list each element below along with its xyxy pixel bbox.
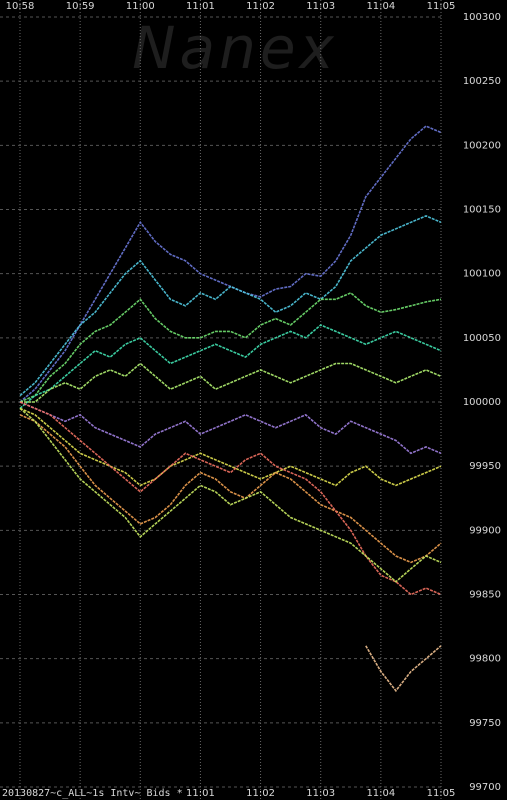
x-tick-label: 11:02 <box>246 788 275 799</box>
x-tick-label: 11:05 <box>427 1 456 12</box>
y-tick-label: 100200 <box>463 140 501 151</box>
y-tick-label: 100300 <box>463 12 501 23</box>
watermark: Nanex <box>132 14 338 82</box>
y-tick-label: 99900 <box>469 525 501 536</box>
x-tick-label: 11:03 <box>306 1 335 12</box>
y-tick-label: 99950 <box>469 461 501 472</box>
series-line <box>365 645 442 693</box>
series-line <box>19 324 442 410</box>
series-line <box>19 414 442 564</box>
x-tick-label: 10:59 <box>66 1 95 12</box>
y-tick-label: 99800 <box>469 654 501 665</box>
x-tick-label: 11:01 <box>186 1 215 12</box>
x-tick-label: 11:04 <box>366 788 395 799</box>
x-tick-label: 11:01 <box>186 788 215 799</box>
y-tick-label: 99700 <box>469 782 501 793</box>
y-tick-label: 99750 <box>469 718 501 729</box>
y-tick-label: 100250 <box>463 76 501 87</box>
x-tick-label: 10:58 <box>6 1 35 12</box>
y-tick-label: 100050 <box>463 333 501 344</box>
x-tick-label: 11:02 <box>246 1 275 12</box>
y-tick-label: 100100 <box>463 269 501 280</box>
x-tick-label: 11:04 <box>366 1 395 12</box>
series-line <box>19 215 442 397</box>
series-line <box>19 407 442 583</box>
series-line <box>19 401 442 455</box>
x-tick-label: 11:03 <box>306 788 335 799</box>
series-line <box>19 407 442 487</box>
series-line <box>19 401 442 596</box>
footer: 20130827~c_ALL~1s Intv~ Bids * <box>2 788 183 799</box>
x-tick-label: 11:00 <box>126 1 155 12</box>
x-tick-label: 11:05 <box>427 788 456 799</box>
series-line <box>20 362 442 403</box>
series-line <box>19 291 442 403</box>
y-tick-label: 100150 <box>463 205 501 216</box>
y-tick-label: 100000 <box>463 397 501 408</box>
y-tick-label: 99850 <box>469 590 501 601</box>
